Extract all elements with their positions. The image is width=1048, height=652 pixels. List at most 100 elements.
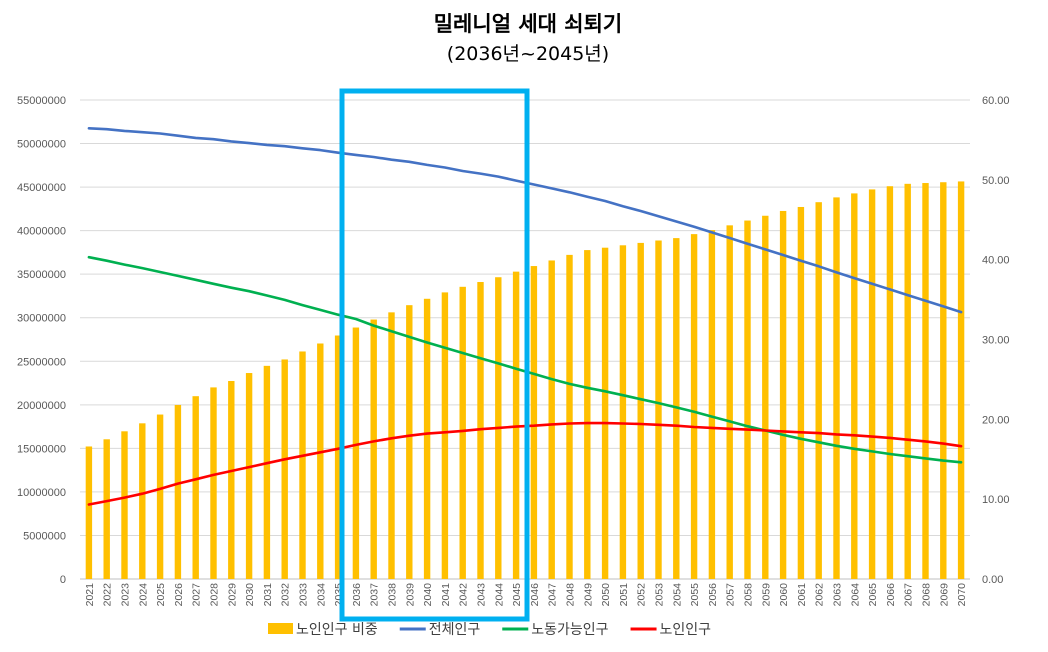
bar [655,240,662,580]
left-axis-tick-label: 5000000 [23,530,66,542]
right-axis-tick-label: 20.00 [982,414,1010,426]
x-axis-tick-label: 2069 [938,583,950,607]
bar [441,292,449,579]
bar [121,431,128,579]
legend: 노인인구 비중 전체인구 노동가능인구 노인인구 [268,622,711,638]
left-axis-tick-label: 55000000 [17,95,66,107]
x-axis-tick-label: 2067 [903,583,915,607]
bar [423,298,431,579]
x-axis-tick-label: 2044 [493,583,505,607]
bar [744,220,751,579]
bar [904,183,911,579]
x-axis-tick-label: 2064 [849,583,861,607]
bar [940,182,947,579]
x-axis-tick-label: 2051 [618,583,630,607]
bar [548,260,555,579]
bar-series [85,181,965,580]
left-axis-tick-label: 30000000 [17,313,66,325]
left-axis-tick-label: 25000000 [17,356,66,368]
bar [566,254,573,580]
x-axis-tick-label: 2052 [636,583,648,607]
x-axis-tick-label: 2050 [600,583,612,607]
left-axis-tick-label: 0 [60,574,66,586]
left-axis-tick-label: 45000000 [17,182,66,194]
bar [868,189,876,579]
x-axis-tick-label: 2070 [956,583,968,607]
x-axis-tick-label: 2032 [280,583,292,607]
x-axis-tick-label: 2026 [173,583,185,607]
left-axis-tick-label: 10000000 [17,487,66,499]
bar [139,423,146,579]
left-axis-tick-label: 35000000 [17,269,66,281]
legend-label: 노인인구 비중 [296,622,378,638]
x-axis-tick-label: 2060 [778,583,790,607]
x-axis-tick-label: 2057 [725,583,737,607]
x-axis-tick-label: 2039 [404,583,416,607]
x-axis-tick-label: 2031 [262,583,274,607]
x-axis-tick-label: 2061 [796,583,808,607]
x-axis-ticks: 2021 2022 2023 2024 2025 2026 2027 2028 2029 2030… [84,583,968,607]
bar [797,206,805,579]
bar [957,181,965,579]
right-axis-tick-label: 60.00 [982,95,1010,107]
chart-title: 밀레니얼 세대 쇠퇴기 [434,12,623,36]
bar [352,327,360,579]
x-axis-tick-label: 2049 [582,583,594,607]
legend-label: 전체인구 [429,622,481,638]
left-axis-tick-label: 15000000 [17,443,66,455]
bar [192,396,199,579]
x-axis-tick-label: 2033 [298,583,310,607]
bar [762,215,769,579]
legend-swatch [268,623,293,634]
bar [779,210,787,580]
highlight-box-group [339,88,530,622]
left-axis-tick-label: 50000000 [17,139,66,151]
x-axis-tick-label: 2028 [209,583,221,607]
x-axis-tick-label: 2054 [671,583,683,607]
right-axis-tick-label: 10.00 [982,494,1010,506]
legend-label: 노동가능인구 [531,622,608,638]
bar [85,446,93,579]
right-axis-tick-label: 50.00 [982,175,1010,187]
bar [690,234,698,579]
x-axis-tick-label: 2036 [351,583,363,607]
x-axis-tick-label: 2038 [387,583,399,607]
x-axis-tick-label: 2024 [137,583,149,607]
x-axis-tick-label: 2062 [814,583,826,607]
x-axis-tick-label: 2042 [458,583,470,607]
x-axis-tick-label: 2063 [832,583,844,607]
right-axis-tick-label: 40.00 [982,255,1010,267]
bar [726,225,733,580]
x-axis-tick-label: 2030 [244,583,256,607]
x-axis-tick-label: 2027 [191,583,203,607]
x-axis-tick-label: 2048 [565,583,577,607]
bar [601,247,609,580]
x-axis-tick-label: 2043 [476,583,488,607]
bar [263,365,271,579]
bar [388,312,395,579]
x-axis-tick-label: 2055 [689,583,701,607]
bar [228,381,235,579]
left-axis-tick-label: 20000000 [17,400,66,412]
bar [210,387,217,579]
x-axis-tick-label: 2045 [511,583,523,607]
bar [334,335,342,579]
legend-label: 노인인구 [660,622,712,638]
x-axis-tick-label: 2047 [547,583,559,607]
right-axis-ticks: 0.00 10.00 20.00 30.00 40.00 50.00 60.00 [982,95,1010,586]
x-axis-tick-label: 2022 [102,583,114,607]
chart-subtitle: (2036년~2045년) [447,43,609,65]
bar [815,202,822,580]
bar [851,193,858,579]
bar [459,286,466,579]
highlight-box [339,88,530,622]
x-axis-tick-label: 2040 [422,583,434,607]
x-axis-tick-label: 2021 [84,583,96,607]
x-axis-tick-label: 2068 [921,583,933,607]
bar [708,230,716,579]
left-axis-tick-label: 40000000 [17,226,66,238]
bar [245,373,253,579]
bar [317,343,324,579]
bar [281,359,288,579]
x-axis-tick-label: 2059 [760,583,772,607]
